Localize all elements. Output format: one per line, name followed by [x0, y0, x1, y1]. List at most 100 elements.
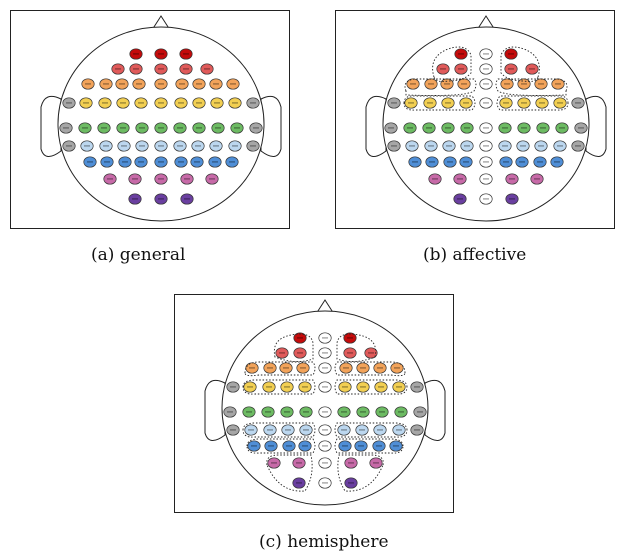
- electrode: [223, 406, 237, 418]
- electrode: [154, 156, 168, 168]
- electrode: [230, 122, 244, 134]
- caption-affective: (b) affective: [423, 245, 527, 265]
- electrode: [344, 457, 358, 469]
- electrode: [404, 97, 418, 109]
- electrode: [344, 477, 358, 489]
- caption-hemisphere: (c) hemisphere: [259, 532, 389, 552]
- electrode: [534, 140, 548, 152]
- electrode: [78, 122, 92, 134]
- electrode: [299, 406, 313, 418]
- electrode: [173, 122, 187, 134]
- electrode: [318, 424, 332, 436]
- electrode: [373, 424, 387, 436]
- electrode: [500, 78, 514, 90]
- electrode: [62, 140, 76, 152]
- electrode: [530, 173, 544, 185]
- electrode: [479, 78, 493, 90]
- electrode: [226, 381, 240, 393]
- nose: [315, 299, 335, 315]
- electrode: [116, 97, 130, 109]
- electrode: [441, 122, 455, 134]
- electrode: [390, 362, 404, 374]
- electrode: [479, 156, 493, 168]
- electrode: [100, 156, 114, 168]
- electrode: [99, 140, 113, 152]
- electrode: [117, 140, 131, 152]
- electrode: [479, 63, 493, 75]
- electrode: [337, 424, 351, 436]
- electrode: [338, 381, 352, 393]
- electrode: [249, 122, 263, 134]
- electrode: [504, 48, 518, 60]
- electrode: [574, 122, 588, 134]
- electrode: [154, 140, 168, 152]
- electrode: [279, 362, 293, 374]
- group-yellow-left: [403, 95, 476, 111]
- electrode: [98, 97, 112, 109]
- electrode: [459, 156, 473, 168]
- electrode: [453, 193, 467, 205]
- electrode: [243, 381, 257, 393]
- caption-general: (a) general: [91, 245, 186, 265]
- electrode: [175, 78, 189, 90]
- electrode: [293, 347, 307, 359]
- electrode: [387, 97, 401, 109]
- electrode: [298, 440, 312, 452]
- electrode: [280, 381, 294, 393]
- electrode: [504, 63, 518, 75]
- electrode: [99, 78, 113, 90]
- electrode: [174, 97, 188, 109]
- electrode: [553, 140, 567, 152]
- right-ear: [585, 95, 607, 157]
- electrode: [318, 477, 332, 489]
- group-frontal-right: [500, 46, 540, 82]
- electrode: [135, 140, 149, 152]
- electrode: [299, 424, 313, 436]
- electrode: [423, 97, 437, 109]
- electrode: [192, 97, 206, 109]
- hemisphere-group-5: [334, 379, 408, 395]
- head-outline: [204, 299, 446, 506]
- electrode: [154, 48, 168, 60]
- electrode: [453, 173, 467, 185]
- electrode: [261, 406, 275, 418]
- electrode: [424, 78, 438, 90]
- electrode: [115, 78, 129, 90]
- electrode: [154, 193, 168, 205]
- electrode: [555, 122, 569, 134]
- electrode: [374, 381, 388, 393]
- electrode: [228, 140, 242, 152]
- electrode: [457, 78, 471, 90]
- electrode: [179, 48, 193, 60]
- electrode: [318, 457, 332, 469]
- hemisphere-group-9: [334, 438, 404, 454]
- electrode: [406, 78, 420, 90]
- electrode: [209, 140, 223, 152]
- electrode: [460, 140, 474, 152]
- electrode: [292, 477, 306, 489]
- electrode: [354, 440, 368, 452]
- electrode: [263, 424, 277, 436]
- group-orange-left: [404, 78, 477, 96]
- electrode: [424, 140, 438, 152]
- electrode: [318, 362, 332, 374]
- electrode: [298, 381, 312, 393]
- electrode: [118, 156, 132, 168]
- electrode: [209, 78, 223, 90]
- electrode: [338, 440, 352, 452]
- electrode: [410, 424, 424, 436]
- electrode: [318, 406, 332, 418]
- electrode: [375, 406, 389, 418]
- electrode: [533, 156, 547, 168]
- electrode: [355, 424, 369, 436]
- electrode: [103, 173, 117, 185]
- electrode: [337, 406, 351, 418]
- electrode: [517, 97, 531, 109]
- electrode: [405, 140, 419, 152]
- hemisphere-group-8: [246, 438, 316, 454]
- electrode: [454, 63, 468, 75]
- electrode: [281, 424, 295, 436]
- electrode: [413, 406, 427, 418]
- electrode: [226, 78, 240, 90]
- electrode: [364, 347, 378, 359]
